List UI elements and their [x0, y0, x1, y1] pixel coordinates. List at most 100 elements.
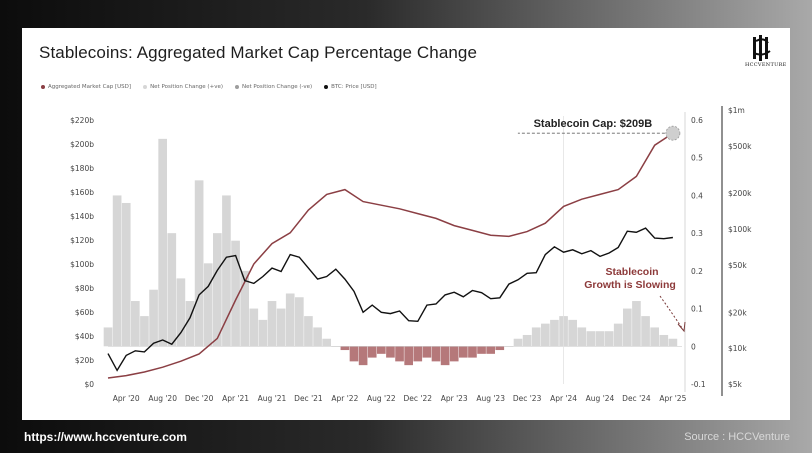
net-position-bar: [422, 346, 432, 358]
legend-item-net-pos: Net Position Change (+ve): [143, 84, 223, 90]
btc-axis-tick-label: $20k: [728, 308, 747, 317]
hcc-logo-icon: [753, 35, 771, 61]
right-pct-tick-label: 0.6: [691, 116, 703, 125]
right-pct-tick-label: 0.4: [691, 191, 703, 200]
legend-label: Net Position Change (-ve): [241, 84, 313, 90]
footer-url-link[interactable]: https://www.hccventure.com: [24, 430, 187, 444]
net-position-bar: [404, 346, 413, 366]
left-axis-tick-label: $80b: [75, 284, 94, 293]
net-position-bar: [240, 270, 249, 347]
x-axis-tick-label: Apr '24: [550, 394, 577, 403]
net-position-bar: [176, 278, 186, 347]
btc-axis-tick-label: $1m: [728, 106, 745, 115]
net-position-bar: [276, 308, 286, 347]
net-position-bar: [358, 346, 368, 366]
legend-item-net-neg: Net Position Change (-ve): [234, 84, 313, 90]
chart-title: Stablecoins: Aggregated Market Cap Perce…: [39, 43, 478, 62]
net-position-bar: [295, 297, 304, 347]
slowing-label-line2: Growth is Slowing: [584, 279, 676, 291]
slowing-arrow-path: [659, 295, 683, 329]
net-position-bar: [541, 323, 550, 347]
legend-label: Aggregated Market Cap [USD]: [48, 84, 132, 90]
legend-label: Net Position Change (+ve): [150, 84, 223, 90]
legend-swatch: [324, 85, 329, 89]
net-position-bar: [121, 202, 131, 347]
net-position-bar: [495, 346, 505, 351]
net-position-bar: [149, 289, 158, 347]
net-position-bar: [313, 327, 322, 347]
net-position-bar: [386, 346, 395, 358]
net-position-bar: [203, 263, 213, 347]
right-pct-tick-label: -0.1: [691, 380, 706, 389]
net-position-bar: [650, 327, 659, 347]
left-axis-tick-label: $40b: [75, 332, 94, 341]
net-position-bar: [158, 138, 167, 347]
net-position-bar: [477, 346, 486, 354]
btc-axis-tick-label: $5k: [728, 380, 743, 389]
x-axis-tick-label: Apr '22: [331, 394, 358, 403]
x-axis-tick-label: Apr '25: [659, 394, 686, 403]
net-position-bar: [595, 331, 605, 347]
stablecoin-cap-label: Stablecoin Cap: $209B: [534, 118, 653, 130]
net-position-bar: [213, 233, 222, 347]
slowing-arrow-head: [677, 321, 686, 333]
legend-item-btc: BTC: Price [USD]: [324, 84, 377, 90]
net-position-bar: [367, 346, 377, 358]
logo-text: HCCVENTURE: [745, 62, 787, 68]
left-axis-tick-label: $120b: [70, 236, 94, 245]
net-position-bar: [449, 346, 459, 362]
net-position-bar: [322, 338, 331, 347]
x-axis-tick-label: Dec '22: [404, 394, 433, 403]
net-position-bar: [231, 240, 240, 347]
net-position-bar: [623, 308, 632, 347]
chart-legend: Aggregated Market Cap [USD] Net Position…: [41, 84, 377, 90]
left-axis-tick-label: $220b: [70, 116, 94, 125]
net-position-bar: [140, 316, 149, 347]
btc-axis-tick-label: $50k: [728, 261, 747, 270]
net-position-bar: [131, 301, 140, 347]
net-position-bar: [668, 338, 678, 347]
net-position-bar: [103, 327, 113, 347]
net-position-bar: [440, 346, 450, 366]
net-position-bar: [522, 334, 532, 347]
net-position-bar: [377, 346, 386, 354]
x-axis-tick-label: Apr '20: [113, 394, 140, 403]
net-position-bar: [459, 346, 468, 358]
net-position-bar: [632, 301, 641, 347]
x-axis-tick-label: Aug '20: [148, 394, 177, 403]
net-position-bar: [258, 319, 268, 347]
cap-endpoint-circle: [665, 125, 681, 141]
x-axis-tick-label: Aug '23: [476, 394, 505, 403]
left-axis-tick-label: $200b: [70, 140, 94, 149]
left-axis-tick-label: $100b: [70, 260, 94, 269]
left-axis-tick-label: $20b: [75, 356, 94, 365]
btc-axis-tick-label: $10k: [728, 344, 747, 353]
net-position-bar: [586, 331, 596, 347]
net-position-bar: [167, 233, 177, 347]
net-position-bar: [249, 308, 259, 347]
btc-axis-tick-label: $200k: [728, 189, 752, 198]
net-position-bar: [641, 316, 650, 347]
right-pct-tick-label: 0.3: [691, 229, 703, 238]
btc-axis-tick-label: $100k: [728, 225, 752, 234]
x-axis-tick-label: Dec '23: [513, 394, 542, 403]
x-axis-tick-label: Dec '24: [622, 394, 651, 403]
legend-swatch: [41, 85, 45, 89]
right-pct-tick-label: 0.2: [691, 267, 703, 276]
x-axis-tick-label: Dec '20: [185, 394, 214, 403]
net-position-bar: [468, 346, 477, 358]
btc-price-line: [107, 227, 673, 372]
right-pct-tick-label: 0.5: [691, 154, 703, 163]
net-position-bar: [659, 334, 669, 347]
net-position-bar: [431, 346, 441, 362]
net-position-bar: [577, 327, 587, 347]
legend-swatch: [143, 85, 148, 89]
x-axis-tick-label: Apr '23: [441, 394, 468, 403]
x-axis-tick-label: Aug '21: [258, 394, 287, 403]
right-pct-tick-label: 0: [691, 342, 696, 351]
net-position-bar: [285, 293, 295, 347]
net-position-bar: [395, 346, 404, 362]
net-position-bar: [613, 323, 623, 347]
footer-source: Source : HCCVenture: [684, 431, 790, 443]
net-position-bar: [550, 319, 559, 347]
